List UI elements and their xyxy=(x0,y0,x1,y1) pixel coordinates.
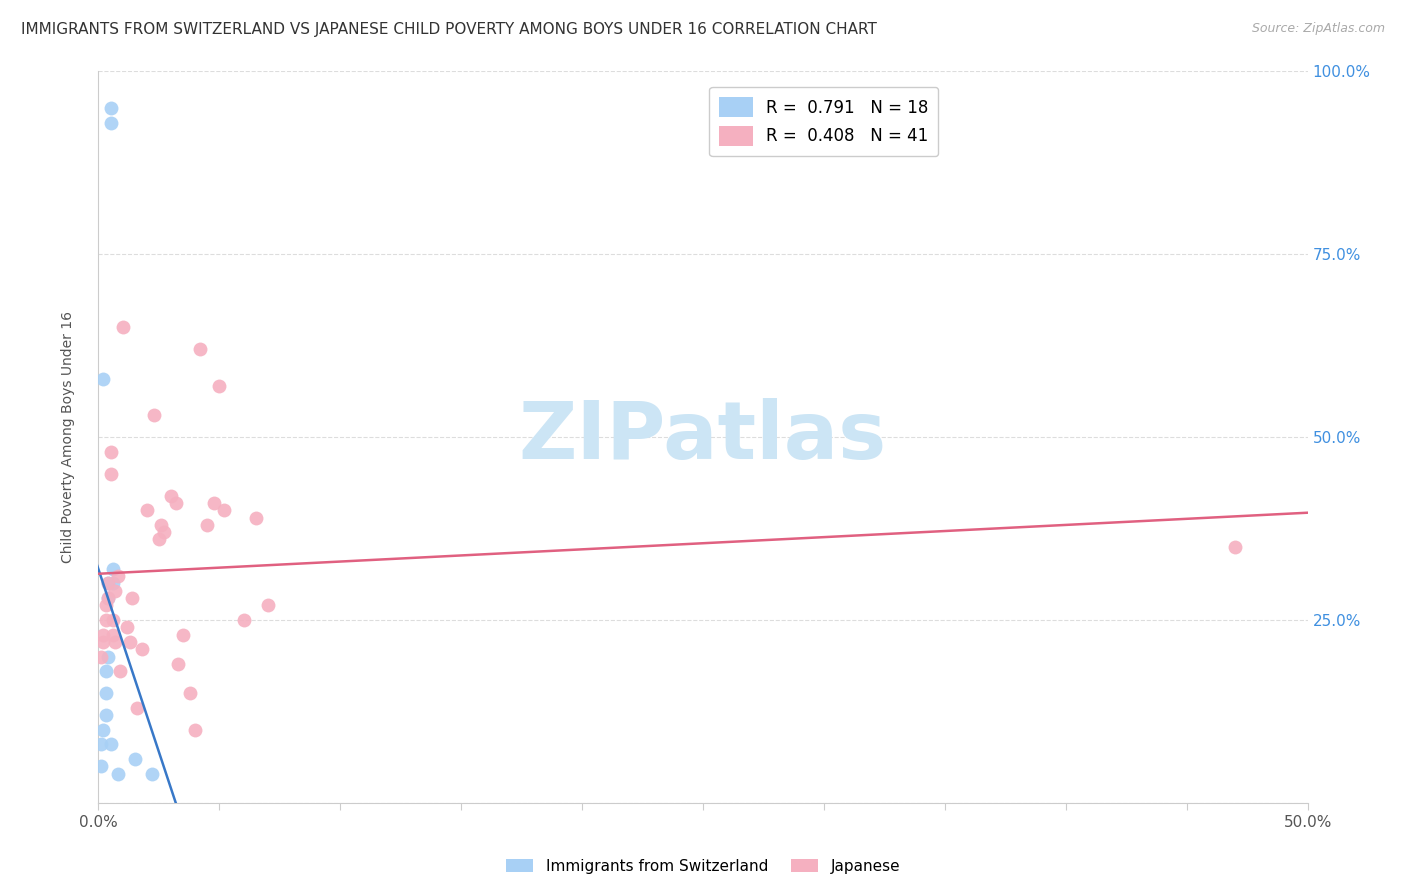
Point xyxy=(97,591,120,605)
Point xyxy=(165,496,187,510)
Point xyxy=(179,686,201,700)
Point xyxy=(91,635,114,649)
Point xyxy=(101,613,124,627)
Text: ZIPatlas: ZIPatlas xyxy=(519,398,887,476)
Point xyxy=(184,723,207,737)
Point xyxy=(94,613,117,627)
Point xyxy=(256,599,278,613)
Point xyxy=(131,642,153,657)
Point xyxy=(212,503,235,517)
Point xyxy=(91,371,114,385)
Legend: Immigrants from Switzerland, Japanese: Immigrants from Switzerland, Japanese xyxy=(499,853,907,880)
Point xyxy=(111,320,134,334)
Point xyxy=(108,664,131,678)
Point xyxy=(97,576,120,591)
Point xyxy=(101,627,124,641)
Point xyxy=(100,737,122,751)
Point xyxy=(100,115,122,129)
Point xyxy=(97,576,120,591)
Point xyxy=(172,627,194,641)
Point xyxy=(195,517,218,532)
Point xyxy=(94,599,117,613)
Point xyxy=(100,444,122,458)
Point xyxy=(1223,540,1246,554)
Point xyxy=(94,686,117,700)
Point xyxy=(97,591,120,605)
Point xyxy=(101,576,124,591)
Point xyxy=(100,101,122,115)
Point xyxy=(90,649,112,664)
Point xyxy=(152,525,174,540)
Point xyxy=(143,408,166,422)
Point xyxy=(121,591,143,605)
Point xyxy=(101,562,124,576)
Point xyxy=(167,657,190,671)
Point xyxy=(245,510,267,524)
Text: IMMIGRANTS FROM SWITZERLAND VS JAPANESE CHILD POVERTY AMONG BOYS UNDER 16 CORREL: IMMIGRANTS FROM SWITZERLAND VS JAPANESE … xyxy=(21,22,877,37)
Point xyxy=(90,759,112,773)
Point xyxy=(94,708,117,723)
Point xyxy=(208,379,231,393)
Point xyxy=(127,700,149,714)
Point xyxy=(135,503,157,517)
Point xyxy=(118,635,141,649)
Point xyxy=(104,635,127,649)
Point xyxy=(100,467,122,481)
Point xyxy=(94,664,117,678)
Point xyxy=(91,627,114,641)
Point xyxy=(107,766,129,780)
Y-axis label: Child Poverty Among Boys Under 16: Child Poverty Among Boys Under 16 xyxy=(60,311,75,563)
Text: Source: ZipAtlas.com: Source: ZipAtlas.com xyxy=(1251,22,1385,36)
Point xyxy=(188,343,211,357)
Point xyxy=(148,533,170,547)
Legend: R =  0.791   N = 18, R =  0.408   N = 41: R = 0.791 N = 18, R = 0.408 N = 41 xyxy=(710,87,938,156)
Point xyxy=(104,583,127,598)
Point xyxy=(204,496,226,510)
Point xyxy=(91,723,114,737)
Point xyxy=(107,569,129,583)
Point xyxy=(117,620,139,634)
Point xyxy=(150,517,173,532)
Point xyxy=(160,489,183,503)
Point xyxy=(124,752,146,766)
Point xyxy=(141,766,163,780)
Point xyxy=(90,737,112,751)
Point xyxy=(97,649,120,664)
Point xyxy=(232,613,254,627)
